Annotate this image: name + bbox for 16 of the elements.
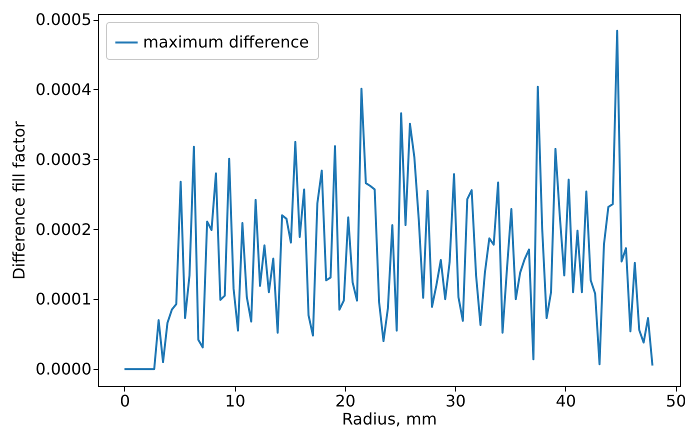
y-tick-label: 0.0002: [36, 220, 92, 239]
y-axis-title: Difference fill factor: [10, 120, 29, 280]
y-tick-label: 0.0003: [36, 150, 92, 169]
x-tick-label: 30: [445, 392, 466, 410]
y-tick-label: 0.0000: [36, 360, 92, 379]
y-tick-label: 0.0005: [36, 10, 92, 30]
y-tick-label: 0.0001: [36, 290, 92, 309]
x-axis-title: Radius, mm: [342, 410, 437, 428]
y-tick-label: 0.0004: [36, 80, 92, 99]
legend-label: maximum difference: [143, 32, 310, 52]
x-tick-label: 0: [120, 392, 130, 410]
x-tick-label: 40: [556, 392, 576, 410]
x-tick-label: 20: [335, 392, 356, 410]
line-series: [123, 30, 654, 370]
x-tick-label: 10: [225, 392, 246, 410]
x-tick-label: 50: [666, 392, 685, 410]
